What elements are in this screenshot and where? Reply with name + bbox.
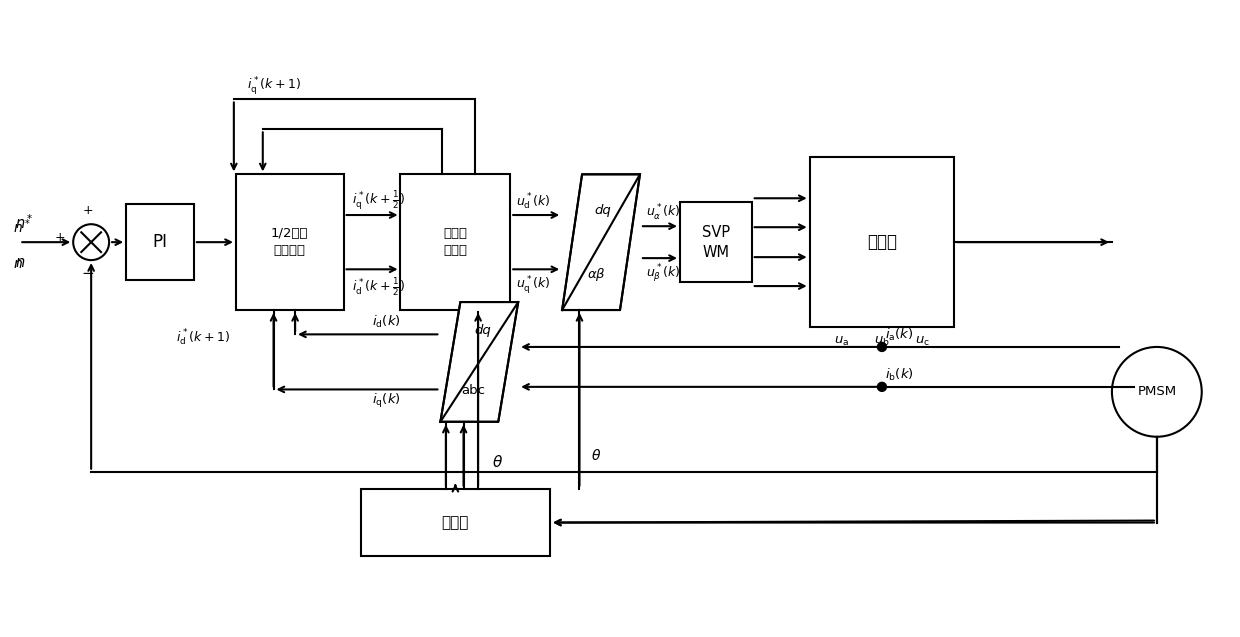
- Text: $n$: $n$: [15, 255, 26, 269]
- Text: $u_{\alpha}^*(k)$: $u_{\alpha}^*(k)$: [646, 203, 681, 224]
- Circle shape: [878, 382, 887, 391]
- Polygon shape: [440, 302, 518, 422]
- Bar: [810, 157, 955, 327]
- Text: $\theta$: $\theta$: [492, 454, 503, 469]
- Text: $n^*$: $n^*$: [14, 217, 31, 236]
- Text: $i_{\rm d}^*(k+\frac{1}{2})$: $i_{\rm d}^*(k+\frac{1}{2})$: [352, 276, 404, 298]
- Text: abc: abc: [461, 384, 485, 397]
- Text: 1/2时刻
电流预估: 1/2时刻 电流预估: [272, 227, 309, 257]
- Bar: [361, 489, 551, 557]
- Text: $i_{\rm d}^*(k+1)$: $i_{\rm d}^*(k+1)$: [176, 328, 229, 348]
- Text: $u_{\rm b}$: $u_{\rm b}$: [874, 334, 890, 348]
- Text: $n^*$: $n^*$: [15, 213, 35, 232]
- Text: $i_{\rm q}(k)$: $i_{\rm q}(k)$: [372, 392, 401, 410]
- Text: +: +: [55, 231, 66, 244]
- Text: +: +: [83, 204, 93, 217]
- Text: $u_{\beta}^*(k)$: $u_{\beta}^*(k)$: [646, 263, 681, 285]
- Text: $\theta$: $\theta$: [591, 448, 601, 462]
- Text: dq: dq: [595, 204, 611, 217]
- Circle shape: [878, 343, 887, 352]
- Text: $u_{\rm a}$: $u_{\rm a}$: [833, 334, 849, 348]
- Text: $i_{\rm a}(k)$: $i_{\rm a}(k)$: [885, 327, 914, 343]
- Text: $u_{\rm c}$: $u_{\rm c}$: [915, 334, 930, 348]
- Text: $i_{\rm d}(k)$: $i_{\rm d}(k)$: [372, 314, 401, 331]
- Bar: [236, 175, 343, 310]
- Text: $u_{\rm q}^*(k)$: $u_{\rm q}^*(k)$: [516, 275, 551, 296]
- Text: SVP
WM: SVP WM: [702, 225, 730, 259]
- Bar: [126, 204, 193, 280]
- Bar: [401, 175, 510, 310]
- Text: $n$: $n$: [14, 257, 24, 271]
- Text: PMSM: PMSM: [1137, 385, 1177, 398]
- Text: $i_{\rm b}(k)$: $i_{\rm b}(k)$: [885, 367, 914, 383]
- Text: dq: dq: [474, 324, 491, 337]
- Circle shape: [73, 224, 109, 260]
- Text: $i_{\rm q}^*(k+1)$: $i_{\rm q}^*(k+1)$: [247, 75, 300, 97]
- Text: $u_{\rm d}^*(k)$: $u_{\rm d}^*(k)$: [516, 192, 551, 212]
- Text: 编码器: 编码器: [441, 515, 469, 530]
- Circle shape: [1112, 347, 1202, 437]
- Polygon shape: [562, 175, 640, 310]
- Bar: [680, 203, 751, 282]
- Text: −: −: [82, 266, 94, 281]
- Text: PI: PI: [153, 233, 167, 251]
- Text: 逆变器: 逆变器: [867, 233, 897, 251]
- Text: $i_{\rm q}^*(k+\frac{1}{2})$: $i_{\rm q}^*(k+\frac{1}{2})$: [352, 190, 404, 212]
- Text: 无差拍
控制器: 无差拍 控制器: [444, 227, 467, 257]
- Text: $\alpha\beta$: $\alpha\beta$: [587, 266, 605, 283]
